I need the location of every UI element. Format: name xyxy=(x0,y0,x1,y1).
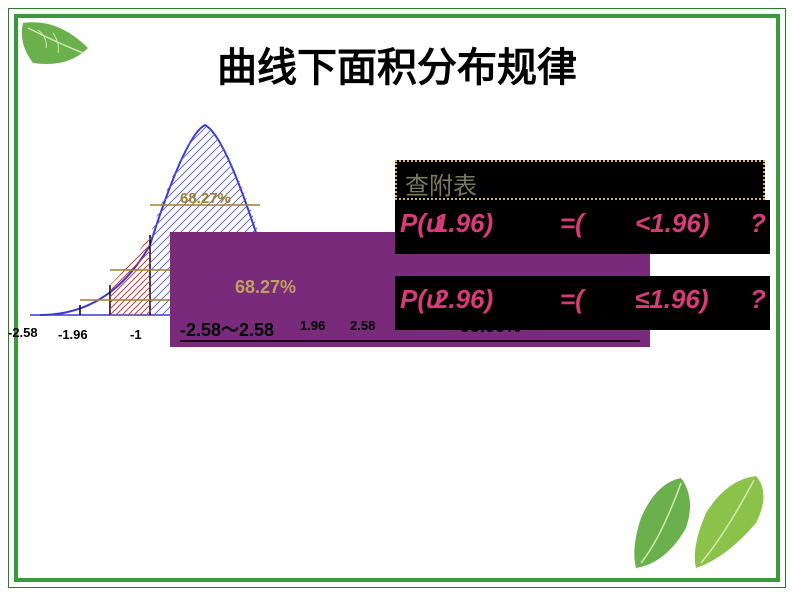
eq1-right: <1.96) xyxy=(635,208,709,239)
xtick-n1: -1 xyxy=(130,327,142,342)
eq1-pu: P(u1.96) xyxy=(400,208,493,239)
lookup-panel: 查附表 P(u1.96) =( <1.96) ? P(u2.96) =( ≤1.… xyxy=(395,160,765,330)
purple-range-258: -2.58～2.58 xyxy=(180,316,274,342)
purple-196: 1.96 xyxy=(300,318,325,333)
eq2-right: ≤1.96) xyxy=(635,284,709,315)
purple-258b: 2.58 xyxy=(350,318,375,333)
label-68: 68.27% xyxy=(180,190,231,207)
lookup-header: 查附表 xyxy=(395,160,765,200)
eq2-pu: P(u2.96) xyxy=(400,284,493,315)
purple-underline-icon xyxy=(170,340,650,343)
xtick-n196: -1.96 xyxy=(58,327,88,342)
eq1-mid: 1.96) xyxy=(434,208,493,238)
purple-6827: 68.27% xyxy=(235,277,296,298)
equation-row-2: P(u2.96) =( ≤1.96) ? xyxy=(395,276,770,330)
eq1-q: ? xyxy=(750,208,766,239)
eq2-mid: 2.96) xyxy=(434,284,493,314)
equation-row-1: P(u1.96) =( <1.96) ? xyxy=(395,200,770,254)
xtick-n258: -2.58 xyxy=(8,325,38,340)
eq1-eq: =( xyxy=(560,208,584,239)
page-title: 曲线下面积分布规律 xyxy=(0,35,794,93)
leaf-bottom-right-icon xyxy=(626,468,776,578)
eq2-eq: =( xyxy=(560,284,584,315)
eq2-q: ? xyxy=(750,284,766,315)
